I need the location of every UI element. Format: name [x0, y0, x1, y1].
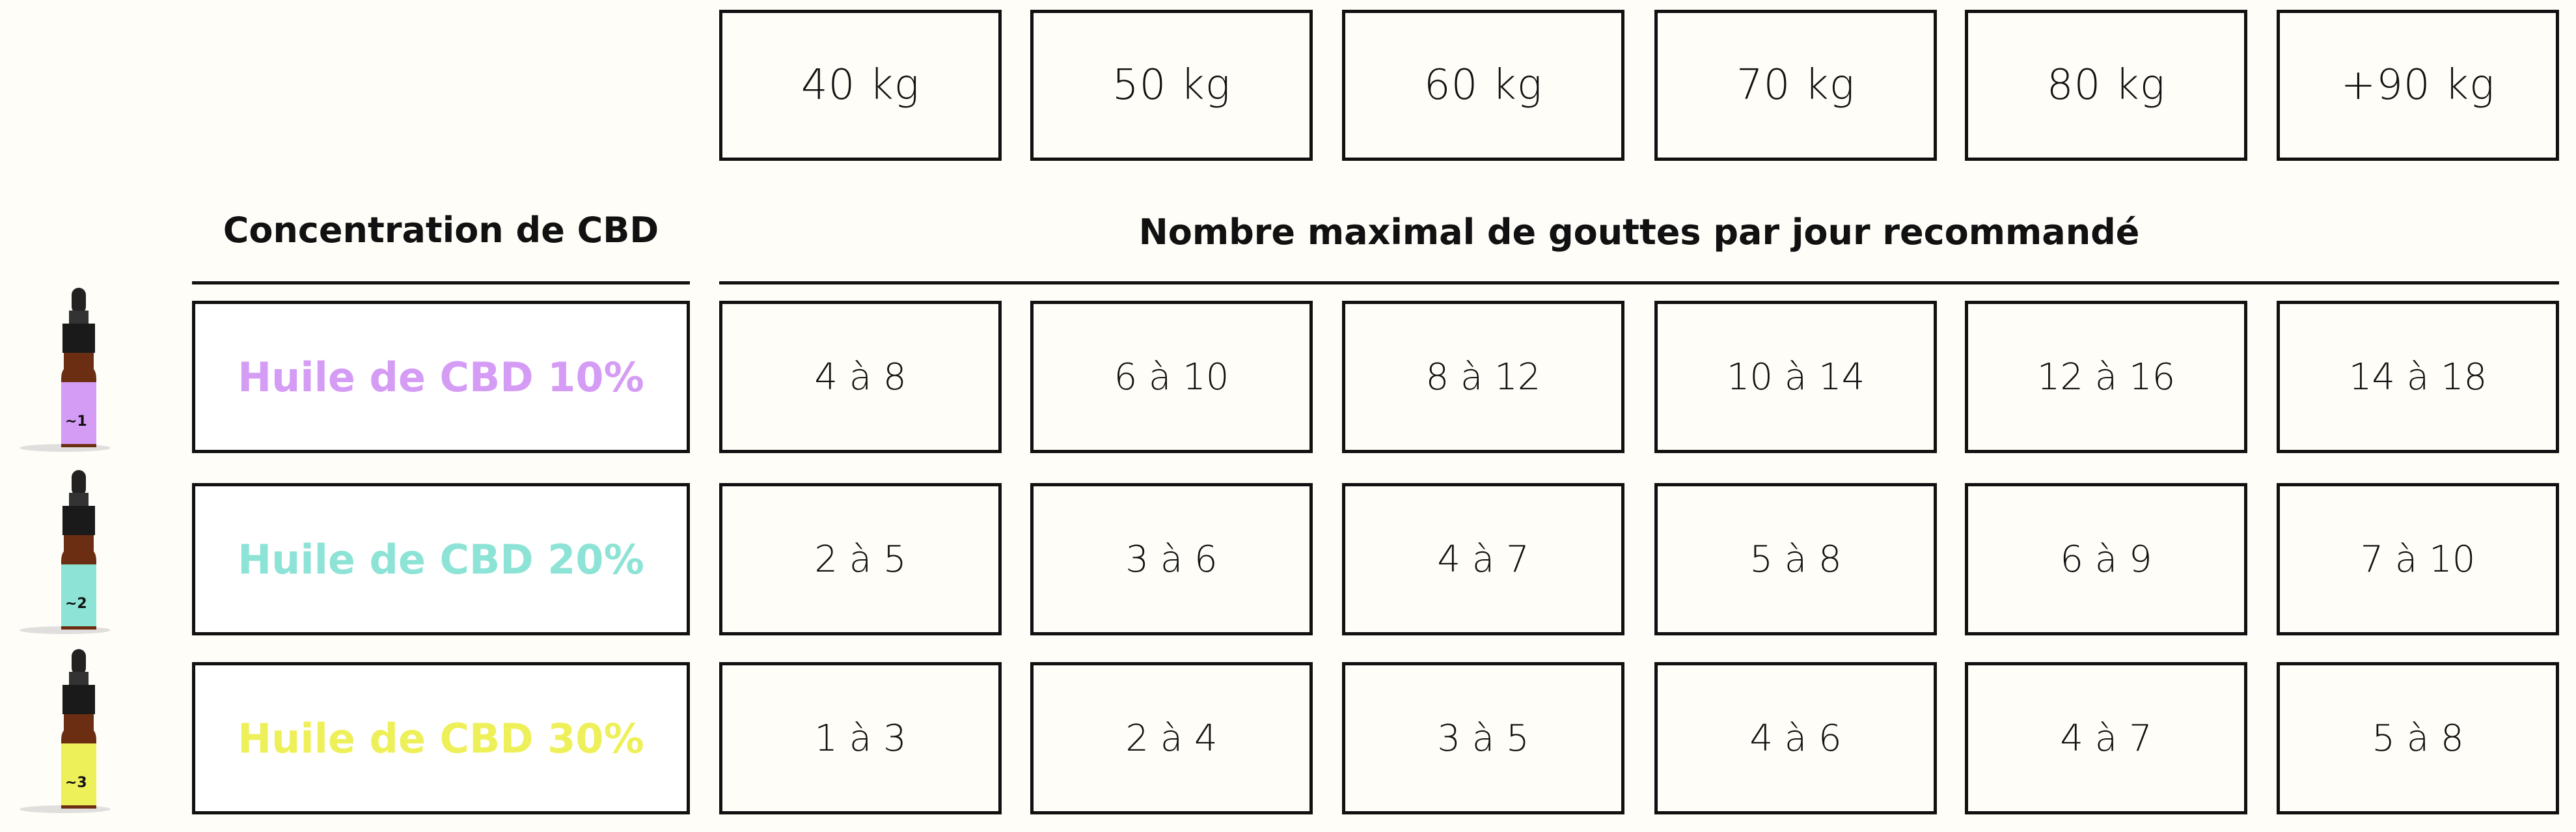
purple-cbd-bottle-icon: ~1: [13, 288, 143, 452]
drops-cell: 10 à 14: [1654, 301, 1937, 453]
concentration-label: Huile de CBD 10%: [192, 301, 690, 453]
concentration-label: Huile de CBD 20%: [192, 483, 690, 635]
drops-cell: 4 à 6: [1654, 662, 1937, 814]
drops-cell: 7 à 10: [2277, 483, 2559, 635]
svg-text:~3: ~3: [65, 775, 87, 791]
drops-heading: Nombre maximal de gouttes par jour recom…: [1138, 212, 2140, 253]
weight-header: 40 kg: [719, 10, 1002, 161]
drops-cell: 2 à 4: [1030, 662, 1313, 814]
concentration-label: Huile de CBD 30%: [192, 662, 690, 814]
teal-cbd-bottle-icon: ~2: [13, 470, 143, 634]
drops-cell: 3 à 6: [1030, 483, 1313, 635]
drops-cell: 5 à 8: [2277, 662, 2559, 814]
weight-header: 50 kg: [1030, 10, 1313, 161]
drops-cell: 1 à 3: [719, 662, 1002, 814]
weight-header: 70 kg: [1654, 10, 1937, 161]
weight-header: 60 kg: [1342, 10, 1624, 161]
drops-cell: 2 à 5: [719, 483, 1002, 635]
drops-cell: 12 à 16: [1965, 301, 2247, 453]
drops-cell: 5 à 8: [1654, 483, 1937, 635]
drops-cell: 6 à 9: [1965, 483, 2247, 635]
drops-divider: [719, 281, 2559, 284]
drops-cell: 6 à 10: [1030, 301, 1313, 453]
drops-cell: 4 à 7: [1965, 662, 2247, 814]
svg-text:~1: ~1: [65, 413, 87, 430]
yellow-cbd-bottle-icon: ~3: [13, 649, 143, 813]
drops-cell: 14 à 18: [2277, 301, 2559, 453]
weight-header: +90 kg: [2277, 10, 2559, 161]
concentration-divider: [192, 281, 690, 284]
drops-cell: 4 à 8: [719, 301, 1002, 453]
concentration-heading: Concentration de CBD: [223, 210, 659, 251]
drops-cell: 3 à 5: [1342, 662, 1624, 814]
drops-cell: 8 à 12: [1342, 301, 1624, 453]
weight-header: 80 kg: [1965, 10, 2247, 161]
drops-cell: 4 à 7: [1342, 483, 1624, 635]
svg-text:~2: ~2: [65, 596, 87, 612]
